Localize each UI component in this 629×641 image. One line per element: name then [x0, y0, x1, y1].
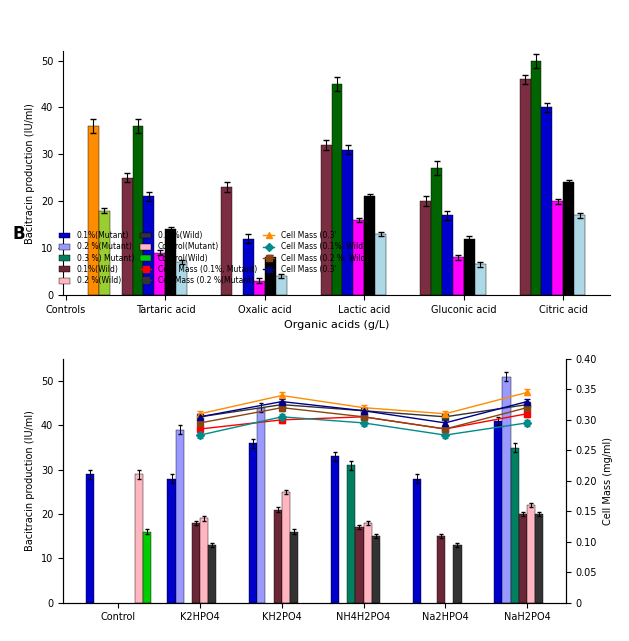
Bar	[321, 145, 331, 295]
Bar	[254, 281, 265, 295]
Bar	[175, 430, 184, 603]
Bar	[535, 514, 543, 603]
Bar	[519, 514, 527, 603]
Bar	[342, 149, 353, 295]
Bar	[331, 456, 339, 603]
X-axis label: Organic acids (g/L): Organic acids (g/L)	[284, 320, 389, 330]
Bar	[99, 210, 109, 295]
Bar	[290, 531, 298, 603]
Bar	[530, 61, 542, 295]
Bar	[355, 528, 364, 603]
Bar	[442, 215, 453, 295]
Bar	[454, 545, 462, 603]
Y-axis label: Cell Mass (mg/ml): Cell Mass (mg/ml)	[603, 437, 613, 525]
Bar	[437, 536, 445, 603]
Bar	[564, 183, 574, 295]
Bar	[364, 523, 372, 603]
Bar	[200, 519, 208, 603]
Bar	[192, 523, 200, 603]
Bar	[353, 220, 364, 295]
Bar	[143, 531, 151, 603]
Bar	[453, 258, 464, 295]
Bar	[282, 492, 290, 603]
Y-axis label: Bacitracin production (IU/ml): Bacitracin production (IU/ml)	[25, 103, 35, 244]
Bar	[372, 536, 380, 603]
Bar	[364, 197, 376, 295]
Bar	[143, 197, 155, 295]
Bar	[413, 479, 421, 603]
Bar	[88, 126, 99, 295]
Bar	[552, 201, 564, 295]
Bar	[165, 229, 176, 295]
Bar	[503, 377, 511, 603]
Y-axis label: Bacitracin production (IU/ml): Bacitracin production (IU/ml)	[25, 410, 35, 551]
Bar	[86, 474, 94, 603]
Bar	[243, 238, 254, 295]
Legend: 0.1%(Mutant), 0.2 %(Mutant), 0.3 %) Mutant), 0.1%(Wild), 0.2 %(Wild), 0.3 %(Wild: 0.1%(Mutant), 0.2 %(Mutant), 0.3 %) Muta…	[57, 229, 370, 288]
Bar	[257, 408, 265, 603]
Bar	[265, 258, 276, 295]
Bar	[494, 421, 503, 603]
Bar	[347, 465, 355, 603]
Bar	[574, 215, 585, 295]
Bar	[520, 79, 530, 295]
Bar	[511, 447, 519, 603]
Bar	[475, 264, 486, 295]
Text: B: B	[13, 225, 25, 243]
Bar	[431, 169, 442, 295]
Bar	[464, 238, 475, 295]
Bar	[135, 474, 143, 603]
Bar	[121, 178, 133, 295]
Bar	[420, 201, 431, 295]
Bar	[208, 545, 216, 603]
Bar	[167, 479, 175, 603]
Bar	[274, 510, 282, 603]
Bar	[221, 187, 232, 295]
Bar	[376, 234, 386, 295]
Bar	[527, 505, 535, 603]
Bar	[155, 253, 165, 295]
Bar	[133, 126, 143, 295]
Bar	[542, 108, 552, 295]
Bar	[249, 443, 257, 603]
Bar	[176, 262, 187, 295]
Bar	[276, 276, 287, 295]
Bar	[331, 84, 342, 295]
